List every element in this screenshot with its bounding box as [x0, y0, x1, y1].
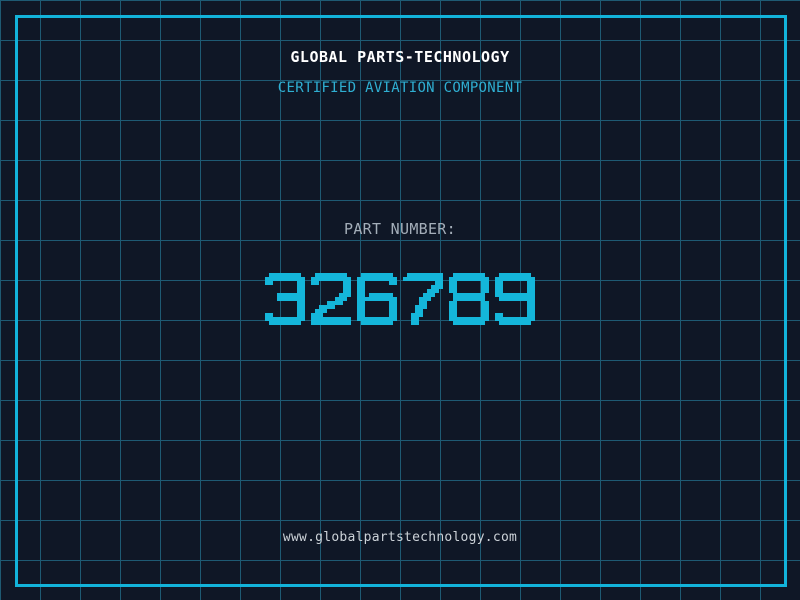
footer-url: www.globalpartstechnology.com [282, 530, 518, 545]
part-number-digit [357, 273, 397, 325]
part-number-digit [403, 273, 443, 325]
part-number-digit [495, 273, 535, 325]
part-number-digit [311, 273, 351, 325]
part-number-digit [449, 273, 489, 325]
part-number-digit [265, 273, 305, 325]
page-subtitle: CERTIFIED AVIATION COMPONENT [277, 80, 523, 96]
part-number-display [0, 273, 800, 329]
part-number-label: PART NUMBER: [344, 220, 456, 238]
page-title: GLOBAL PARTS-TECHNOLOGY [290, 48, 510, 66]
